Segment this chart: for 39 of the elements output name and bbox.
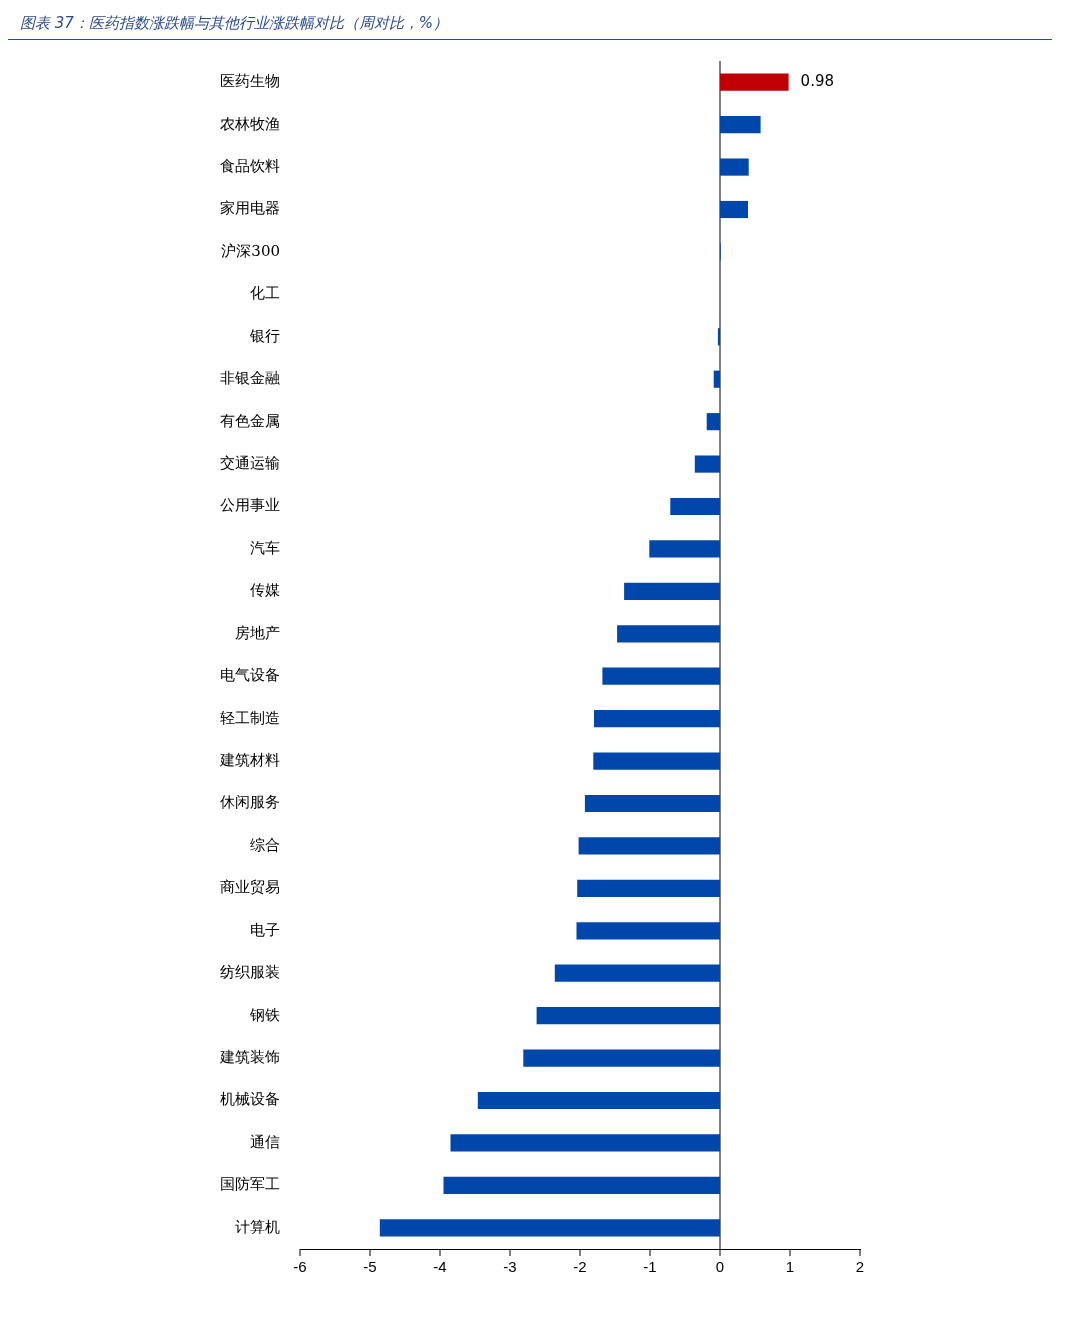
x-tick-label: -5 (363, 1258, 377, 1276)
y-tick-label: 非银金融 (220, 369, 280, 388)
y-tick-label: 建筑材料 (219, 750, 280, 769)
y-tick-label: 纺织服装 (220, 963, 280, 982)
y-tick-label: 商业贸易 (220, 878, 280, 897)
y-tick-label: 农林牧渔 (220, 114, 280, 133)
x-tick-label: 0 (715, 1258, 725, 1276)
x-tick-label: -4 (433, 1258, 447, 1276)
y-tick-label: 电子 (250, 920, 280, 939)
y-tick-label: 银行 (249, 326, 280, 345)
x-tick-label: -2 (573, 1258, 587, 1276)
y-tick-label: 家用电器 (220, 199, 280, 218)
y-tick-label: 化工 (250, 284, 280, 303)
y-tick-label: 综合 (250, 835, 280, 854)
y-tick-label: 汽车 (250, 538, 280, 557)
y-tick-label: 轻工制造 (220, 708, 280, 727)
x-tick-label: 2 (855, 1258, 865, 1276)
y-tick-label: 有色金属 (220, 411, 280, 430)
y-tick-label: 休闲服务 (220, 793, 280, 812)
y-tick-label: 医药生物 (220, 72, 280, 91)
x-tick-label: 1 (785, 1258, 795, 1276)
y-tick-label: 计算机 (235, 1217, 280, 1236)
y-tick-label: 建筑装饰 (219, 1047, 280, 1066)
y-tick-label: 机械设备 (220, 1090, 280, 1109)
y-tick-label: 房地产 (235, 623, 280, 642)
y-tick-label: 国防军工 (220, 1175, 280, 1194)
x-tick-label: -3 (503, 1258, 517, 1276)
y-tick-label: 电气设备 (220, 666, 280, 685)
y-tick-label: 通信 (250, 1132, 280, 1151)
x-tick-label: -6 (293, 1258, 307, 1276)
chart-title: 图表 37：医药指数涨跌幅与其他行业涨跌幅对比（周对比，%） (8, 10, 1052, 40)
y-tick-label: 传媒 (250, 581, 280, 600)
y-tick-label: 食品饮料 (220, 156, 280, 175)
x-tick-label: -1 (643, 1258, 657, 1276)
y-tick-label: 公用事业 (220, 496, 280, 515)
data-label: 0.98 (800, 72, 835, 91)
y-tick-label: 沪深300 (221, 241, 280, 260)
y-tick-label: 交通运输 (220, 453, 280, 472)
y-tick-label: 钢铁 (249, 1005, 280, 1024)
